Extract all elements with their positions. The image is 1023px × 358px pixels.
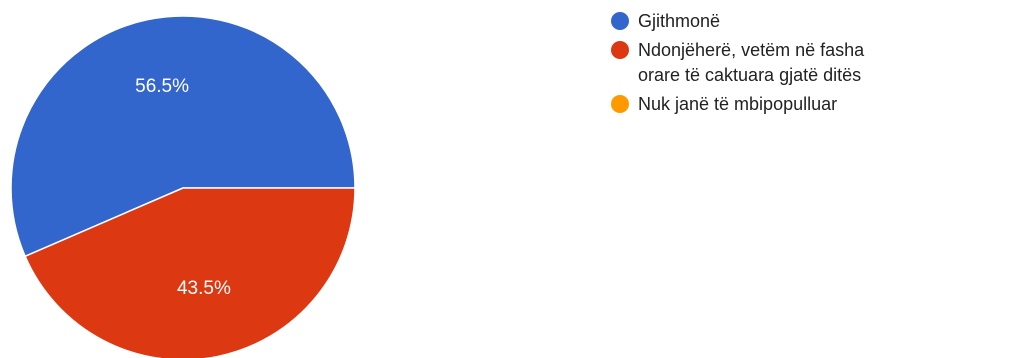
pie-chart: 56.5% 43.5% <box>0 0 370 358</box>
slice-label-ndonjehere: 43.5% <box>177 278 231 299</box>
legend-item-nuk-jane[interactable]: Nuk janë të mbipopulluar <box>611 92 1011 117</box>
legend-swatch-icon <box>611 12 629 30</box>
slice-label-gjithmone: 56.5% <box>135 76 189 97</box>
legend-label: Ndonjëherë, vetëm në fasha orare të cakt… <box>638 38 878 88</box>
legend-label: Nuk janë të mbipopulluar <box>638 92 878 117</box>
legend-swatch-icon <box>611 41 629 59</box>
pie-slices <box>11 16 355 358</box>
chart-legend: Gjithmonë Ndonjëherë, vetëm në fasha ora… <box>611 9 1011 121</box>
legend-swatch-icon <box>611 95 629 113</box>
legend-item-ndonjehere[interactable]: Ndonjëherë, vetëm në fasha orare të cakt… <box>611 38 1011 88</box>
legend-label: Gjithmonë <box>638 9 878 34</box>
legend-item-gjithmone[interactable]: Gjithmonë <box>611 9 1011 34</box>
